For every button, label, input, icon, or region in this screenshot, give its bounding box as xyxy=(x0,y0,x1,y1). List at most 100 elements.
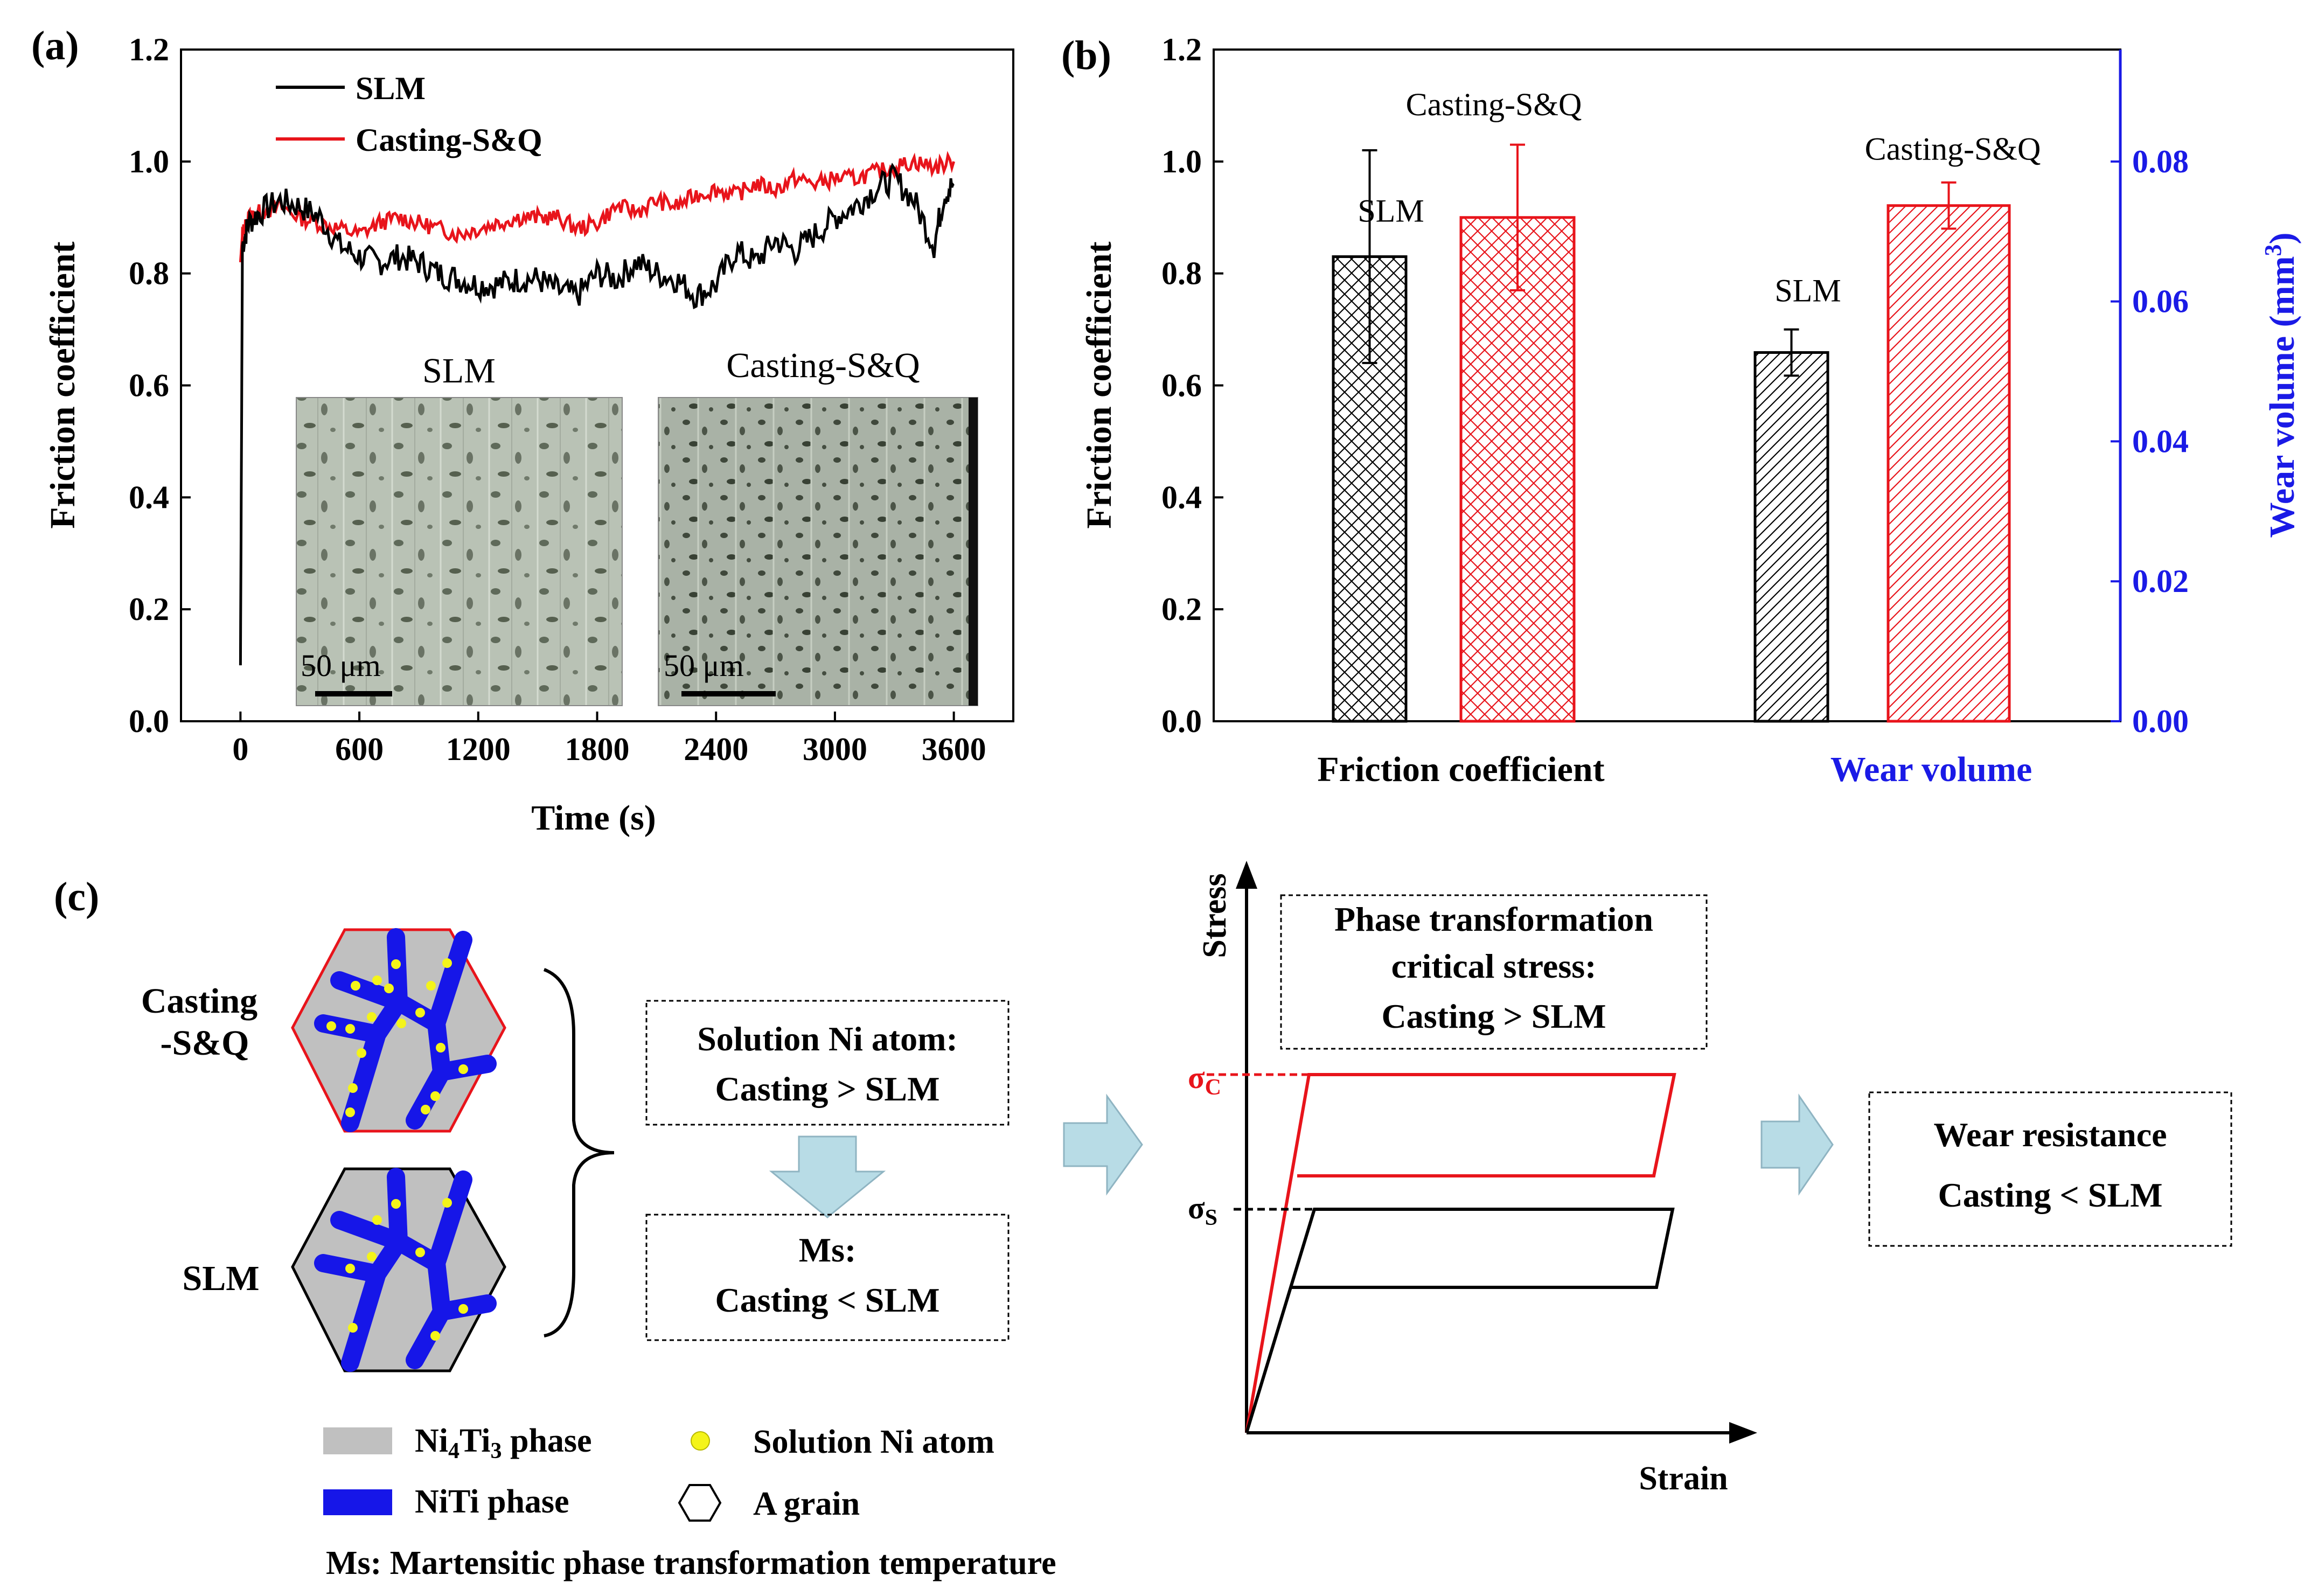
box-solution-ni-line1: Solution Ni atom: xyxy=(697,1020,958,1058)
panel-a: (a) 0.0 0.2 0.4 0.6 0.8 1.0 1.2 0 600 1200 1800 24… xyxy=(31,23,1014,838)
casting-hysteresis-loop xyxy=(1245,1073,1676,1433)
inset-casting-micrograph xyxy=(658,397,978,706)
a-y-tick-label: 0.8 xyxy=(129,256,169,291)
legend-grain-label: A grain xyxy=(753,1486,860,1522)
panel-b-right-axis: 0.00 0.02 0.04 0.06 0.08 xyxy=(2111,144,2189,739)
b-y-tick-label: 0.8 xyxy=(1161,256,1202,291)
ni-atom-dot xyxy=(345,1264,355,1273)
box-critical-stress-line2: critical stress: xyxy=(1391,947,1597,985)
a-x-tick-label: 3000 xyxy=(803,731,867,767)
inset-casting-edge xyxy=(969,398,978,706)
legend-ni-atom-label: Solution Ni atom xyxy=(753,1424,994,1460)
ni-atom-dot xyxy=(351,981,360,991)
a-y-tick-label: 1.0 xyxy=(129,144,169,179)
b-y-tick-label: 0.4 xyxy=(1161,479,1202,515)
a-y-tick-label: 0.2 xyxy=(129,591,169,627)
b-y-tick-label: 0.6 xyxy=(1161,368,1202,403)
panel-b-label: (b) xyxy=(1061,33,1111,78)
legend-ms-definition: Ms: Martensitic phase transformation tem… xyxy=(326,1545,1056,1581)
ni-atom-dot xyxy=(357,1048,366,1058)
ni-atom-dot xyxy=(367,1252,377,1262)
box-critical-stress-line1: Phase transformation xyxy=(1334,900,1653,938)
ni-atom-dot xyxy=(391,1199,401,1209)
inset-slm-micrograph xyxy=(296,397,623,706)
b-y2-tick-label: 0.04 xyxy=(2132,423,2189,459)
inset-casting-title: Casting-S&Q xyxy=(726,346,920,385)
panel-b-y2-title: Wear volume (mm3) xyxy=(2260,233,2302,538)
ni-atom-dot xyxy=(372,1215,382,1225)
bar-data-label: Casting-S&Q xyxy=(1406,87,1582,122)
b-y2-tick-label: 0.08 xyxy=(2132,144,2189,179)
grain-casting-label-line1: Casting xyxy=(141,981,257,1021)
down-arrow xyxy=(769,1135,886,1218)
b-y2-tick-label: 0.06 xyxy=(2132,284,2189,319)
ni-atom-dot xyxy=(326,1021,336,1031)
sigma-c-label: σC xyxy=(1188,1060,1221,1100)
panel-b-bars: SLM Casting-S&Q SLM Casting-S&Q xyxy=(1332,87,2041,723)
ni-atom-dot xyxy=(372,975,382,985)
legend-slm-label: SLM xyxy=(356,71,426,106)
bar-friction-coefficient-casting-s-q xyxy=(1459,216,1576,723)
a-x-tick-label: 0 xyxy=(232,731,248,767)
panel-a-label: (a) xyxy=(31,23,79,68)
ni-atom-dot xyxy=(442,958,452,968)
stress-axis-label: Stress xyxy=(1196,873,1233,958)
box-ms-line1: Ms: xyxy=(799,1231,857,1269)
inset-casting-scale-label: 50 μm xyxy=(664,648,744,683)
panel-b-y-title: Friction coefficient xyxy=(1080,241,1119,528)
box-solution-ni xyxy=(645,1000,1010,1126)
bar-data-label: SLM xyxy=(1358,193,1424,228)
sigma-s-label: σS xyxy=(1188,1190,1217,1230)
box-wear-resistance xyxy=(1868,1091,2232,1247)
bar-wear-volume-casting-s-q xyxy=(1887,204,2011,723)
ni-atom-dot xyxy=(348,1083,358,1093)
ni-atom-dot xyxy=(426,981,436,991)
legend-grain-swatch xyxy=(678,1484,722,1522)
box-ms-line2: Casting < SLM xyxy=(715,1281,940,1319)
b-y-tick-label: 1.0 xyxy=(1161,144,1202,179)
ni-atom-dot xyxy=(345,1107,355,1117)
b-y-tick-label: 1.2 xyxy=(1161,32,1202,67)
ni-atom-dot xyxy=(436,1043,446,1053)
legend-niti-swatch xyxy=(323,1489,392,1515)
b-y2-tick-label: 0.02 xyxy=(2132,563,2189,599)
legend-ni4ti3-swatch xyxy=(323,1427,392,1454)
category-label-wear: Wear volume xyxy=(1830,750,2032,789)
ni-atom-dot xyxy=(367,1012,377,1022)
a-y-tick-label: 1.2 xyxy=(129,32,169,67)
category-label-friction: Friction coefficient xyxy=(1317,750,1604,789)
ni-atom-dot xyxy=(421,1105,430,1114)
grain-slm-label: SLM xyxy=(182,1259,259,1298)
right-arrow-2 xyxy=(1760,1093,1834,1196)
bar-data-label: Casting-S&Q xyxy=(1865,131,2041,167)
inset-slm-title: SLM xyxy=(422,351,496,391)
panel-c: (c) Casting -S&Q SLM Solution Ni atom: C… xyxy=(54,861,2232,1581)
grain-casting-label-line2: -S&Q xyxy=(161,1023,249,1063)
series-line-slm xyxy=(239,162,955,666)
panel-b-left-axis: 0.0 0.2 0.4 0.6 0.8 1.0 1.2 xyxy=(1161,32,1223,739)
box-critical-stress xyxy=(1280,894,1708,1050)
ni-atom-dot xyxy=(458,1304,468,1314)
box-critical-stress-line3: Casting > SLM xyxy=(1382,997,1606,1035)
a-x-tick-label: 3600 xyxy=(922,731,986,767)
ni-atom-dot xyxy=(415,1008,425,1017)
b-y2-tick-label: 0.00 xyxy=(2132,703,2189,739)
ni-atom-dot xyxy=(384,984,394,993)
ni-atom-dot xyxy=(396,1019,406,1028)
right-arrow-1 xyxy=(1063,1093,1143,1196)
box-wear-resistance-line2: Casting < SLM xyxy=(1938,1176,2163,1214)
a-y-tick-label: 0.6 xyxy=(129,368,169,403)
panel-b: (b) 0.00.20.40.60.81.01.2 0.000.020.040.… xyxy=(1061,32,2302,789)
box-solution-ni-line2: Casting > SLM xyxy=(715,1070,940,1108)
ni-atom-dot xyxy=(430,1331,440,1341)
a-x-tick-label: 2400 xyxy=(684,731,748,767)
legend-niti-label: NiTi phase xyxy=(415,1483,569,1520)
strain-axis-arrow xyxy=(1729,1422,1757,1444)
b-y-tick-label: 0.2 xyxy=(1161,591,1202,627)
a-y-tick-label: 0.4 xyxy=(129,479,169,515)
box-wear-resistance-line1: Wear resistance xyxy=(1933,1116,2167,1154)
inset-slm-scale-label: 50 μm xyxy=(301,648,381,683)
a-y-tick-label: 0.0 xyxy=(129,703,169,739)
ni-atom-dot xyxy=(430,1091,440,1101)
